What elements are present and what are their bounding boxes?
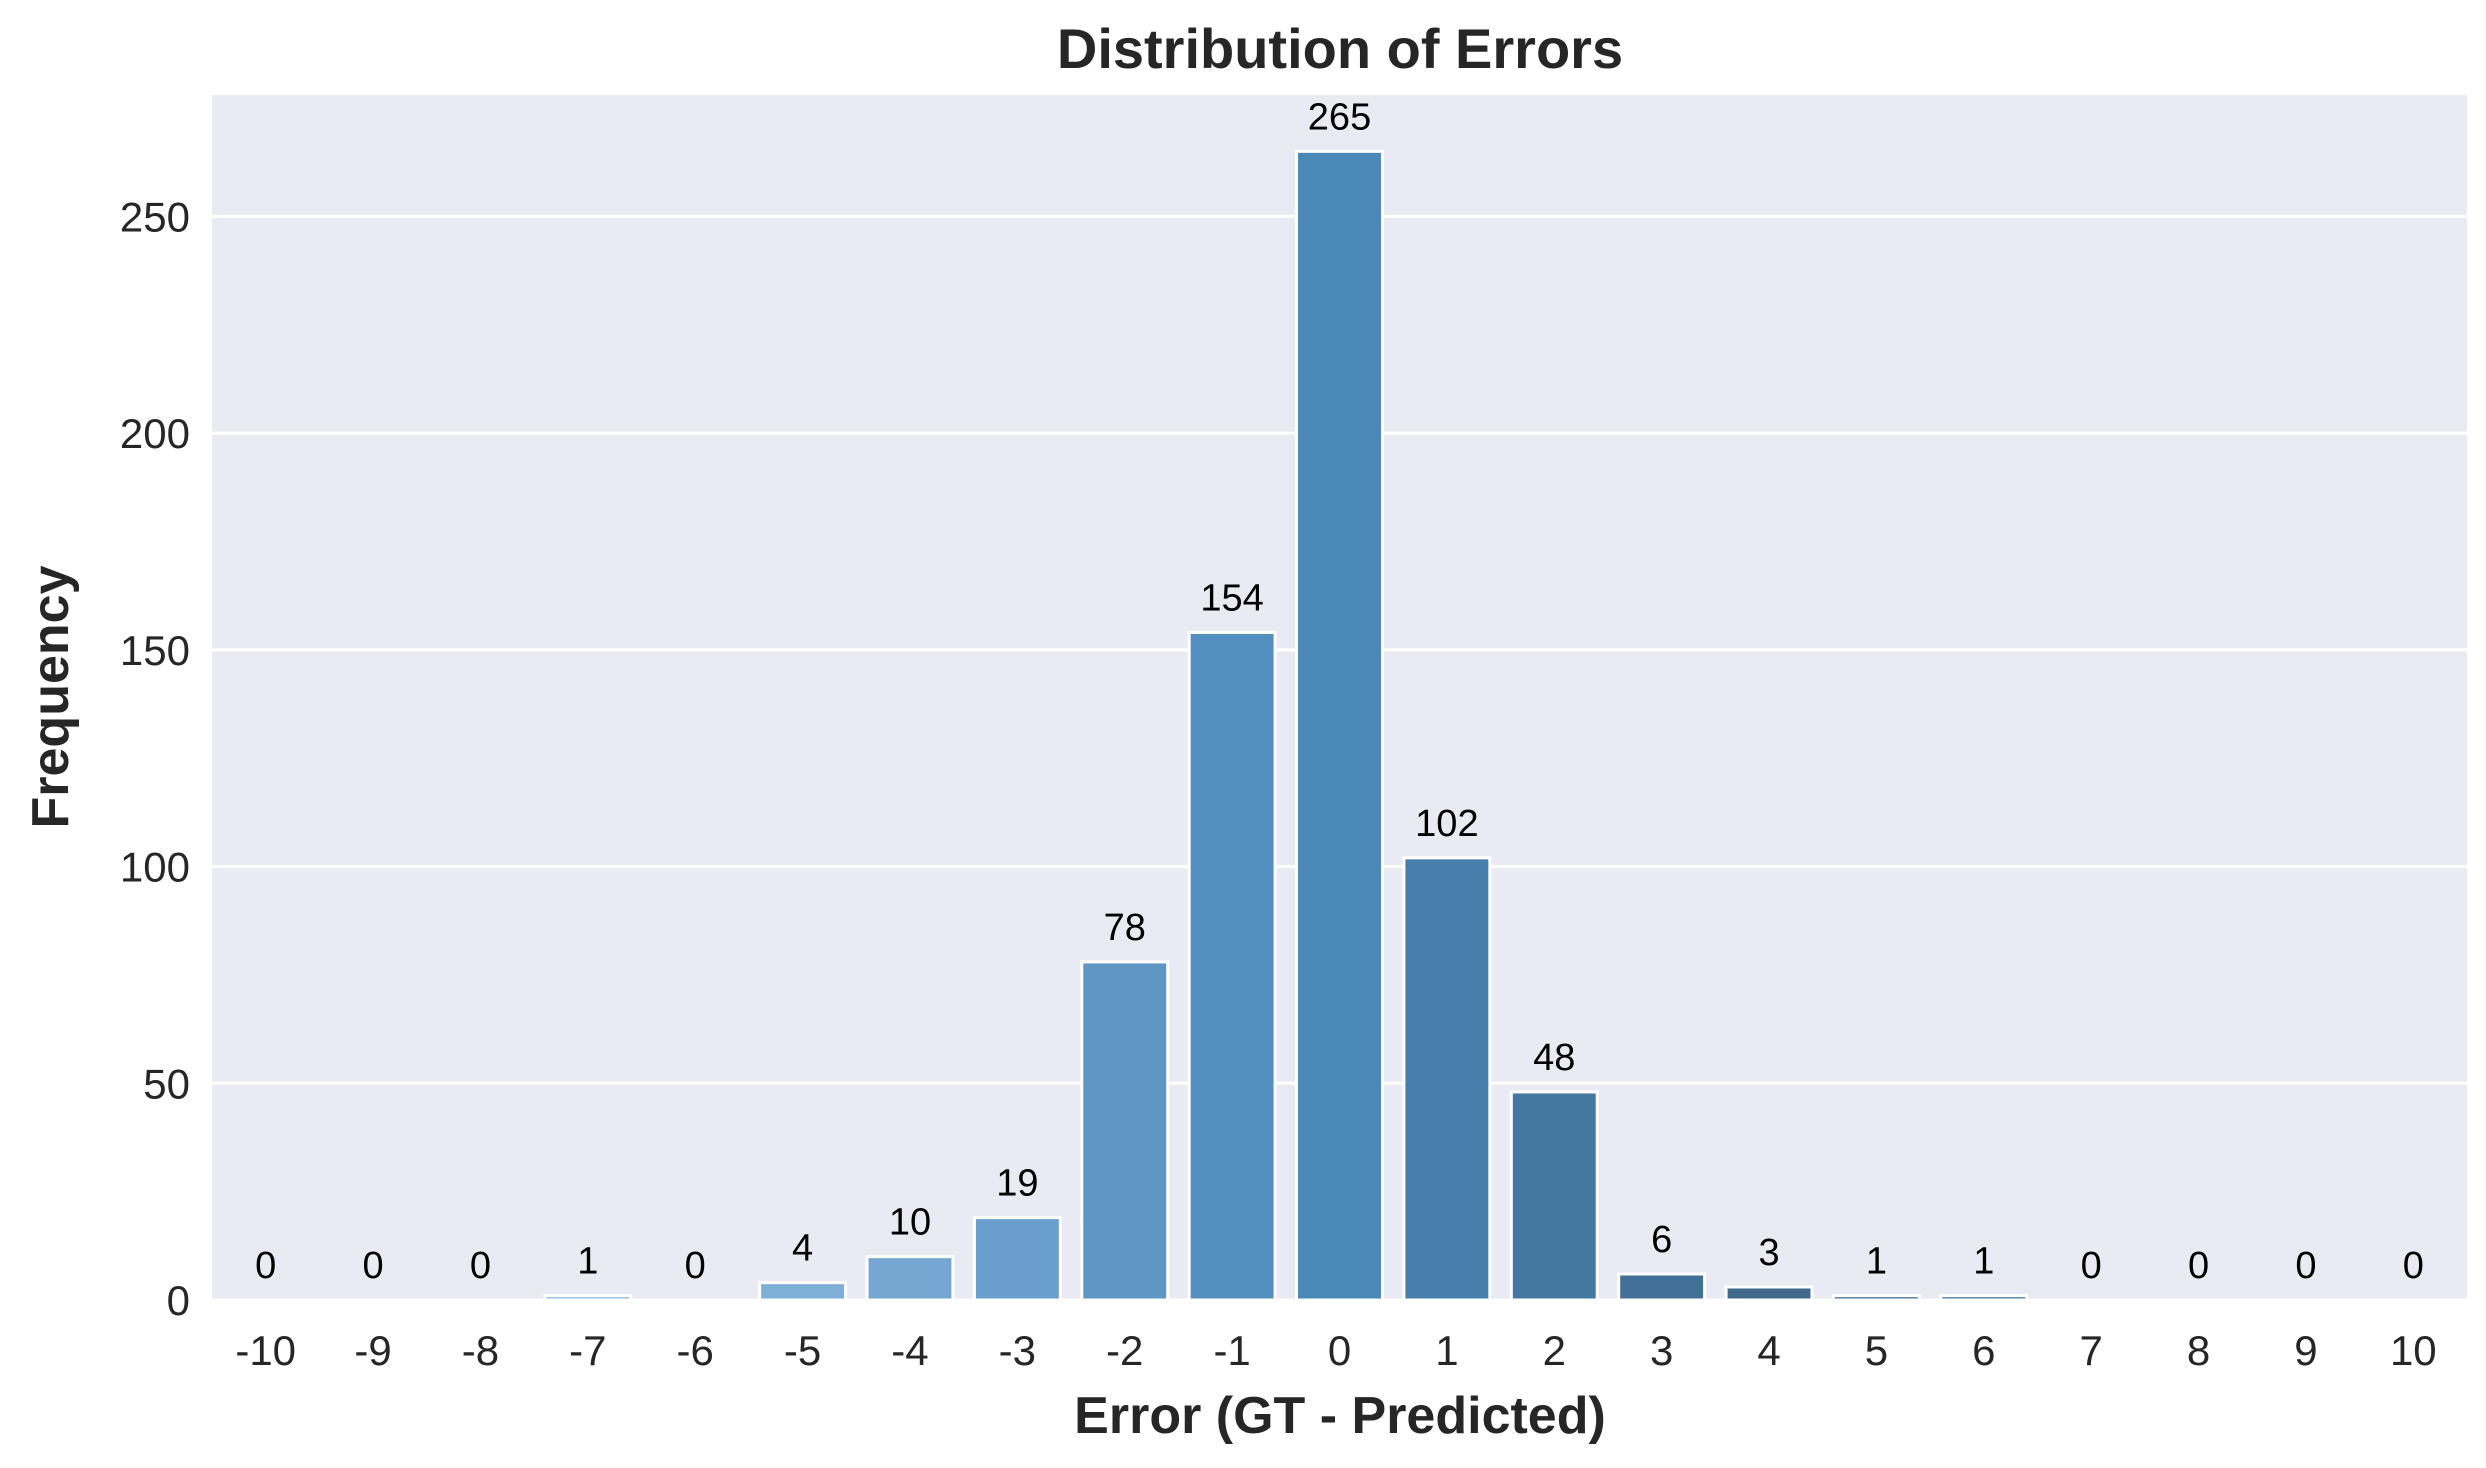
x-tick-label: -2 bbox=[1106, 1327, 1143, 1374]
x-tick-label: 2 bbox=[1543, 1327, 1566, 1374]
x-tick-labels: -10 -9 -8 -7 -6 -5 -4 -3 -2 -1 0 1 2 3 4 5 6 7 8 9 10 bbox=[235, 1327, 2436, 1374]
x-tick-label: 3 bbox=[1650, 1327, 1673, 1374]
x-tick-label: -1 bbox=[1213, 1327, 1250, 1374]
data-label: 0 bbox=[685, 1245, 706, 1287]
y-tick-label: 250 bbox=[120, 193, 190, 240]
data-label: 10 bbox=[889, 1202, 931, 1244]
data-label: 6 bbox=[1651, 1219, 1672, 1261]
data-label: 102 bbox=[1415, 803, 1478, 845]
bar bbox=[1187, 630, 1277, 1302]
data-label: 0 bbox=[363, 1245, 384, 1287]
x-tick-label: -9 bbox=[354, 1327, 391, 1374]
x-tick-label: 7 bbox=[2079, 1327, 2102, 1374]
x-tick-label: -7 bbox=[569, 1327, 606, 1374]
bar bbox=[865, 1255, 955, 1302]
x-tick-label: -5 bbox=[784, 1327, 821, 1374]
x-tick-label: 4 bbox=[1757, 1327, 1780, 1374]
x-tick-label: 9 bbox=[2294, 1327, 2317, 1374]
x-tick-label: -4 bbox=[891, 1327, 928, 1374]
chart-title: Distribution of Errors bbox=[1057, 17, 1623, 80]
data-label: 1 bbox=[577, 1241, 598, 1283]
data-label: 0 bbox=[2403, 1245, 2424, 1287]
bar bbox=[1080, 960, 1170, 1302]
data-label: 0 bbox=[255, 1245, 276, 1287]
x-tick-label: 6 bbox=[1972, 1327, 1995, 1374]
data-label: 4 bbox=[792, 1228, 813, 1270]
data-label: 3 bbox=[1758, 1232, 1779, 1274]
y-tick-label: 150 bbox=[120, 627, 190, 674]
data-label: 0 bbox=[2295, 1245, 2316, 1287]
bar bbox=[758, 1281, 848, 1302]
data-label: 265 bbox=[1308, 96, 1371, 138]
y-tick-label: 100 bbox=[120, 844, 190, 891]
bar bbox=[1617, 1272, 1707, 1302]
data-label: 78 bbox=[1104, 907, 1146, 949]
x-tick-label: 5 bbox=[1865, 1327, 1888, 1374]
data-label: 48 bbox=[1533, 1037, 1575, 1079]
x-tick-label: 0 bbox=[1328, 1327, 1351, 1374]
data-label: 19 bbox=[996, 1163, 1038, 1205]
data-label: 154 bbox=[1200, 577, 1263, 619]
y-tick-labels: 0 50 100 150 200 250 bbox=[120, 193, 190, 1324]
x-tick-label: -6 bbox=[677, 1327, 714, 1374]
y-tick-label: 0 bbox=[167, 1277, 190, 1324]
x-axis-label: Error (GT - Predicted) bbox=[1074, 1387, 1606, 1445]
x-tick-label: -3 bbox=[999, 1327, 1036, 1374]
data-label: 1 bbox=[1973, 1241, 1994, 1283]
x-tick-label: 8 bbox=[2187, 1327, 2210, 1374]
data-label: 0 bbox=[470, 1245, 491, 1287]
x-tick-label: 1 bbox=[1435, 1327, 1458, 1374]
bar bbox=[543, 1294, 633, 1302]
x-tick-label: 10 bbox=[2390, 1327, 2437, 1374]
bar bbox=[1402, 856, 1492, 1302]
bar bbox=[1509, 1090, 1599, 1302]
y-tick-label: 50 bbox=[143, 1060, 190, 1107]
bar bbox=[1831, 1294, 1921, 1302]
data-label: 0 bbox=[2188, 1245, 2209, 1287]
bars bbox=[543, 149, 2029, 1302]
bar bbox=[1295, 149, 1384, 1302]
bar bbox=[972, 1216, 1062, 1302]
data-label: 0 bbox=[2081, 1245, 2102, 1287]
x-tick-label: -8 bbox=[462, 1327, 499, 1374]
x-tick-label: -10 bbox=[235, 1327, 296, 1374]
data-label: 1 bbox=[1866, 1241, 1887, 1283]
bar bbox=[1939, 1294, 2029, 1302]
y-axis-label: Frequency bbox=[22, 565, 80, 828]
y-tick-label: 200 bbox=[120, 410, 190, 457]
bar bbox=[1724, 1285, 1814, 1302]
